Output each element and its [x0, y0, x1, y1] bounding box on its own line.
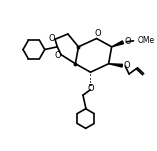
- Text: O: O: [124, 37, 131, 46]
- Polygon shape: [109, 64, 122, 67]
- Polygon shape: [112, 41, 124, 47]
- Text: O: O: [48, 34, 55, 43]
- Text: O: O: [94, 29, 101, 39]
- Text: O: O: [54, 51, 61, 60]
- Text: OMe: OMe: [138, 36, 155, 45]
- Text: O: O: [88, 84, 94, 93]
- Text: O: O: [123, 61, 130, 70]
